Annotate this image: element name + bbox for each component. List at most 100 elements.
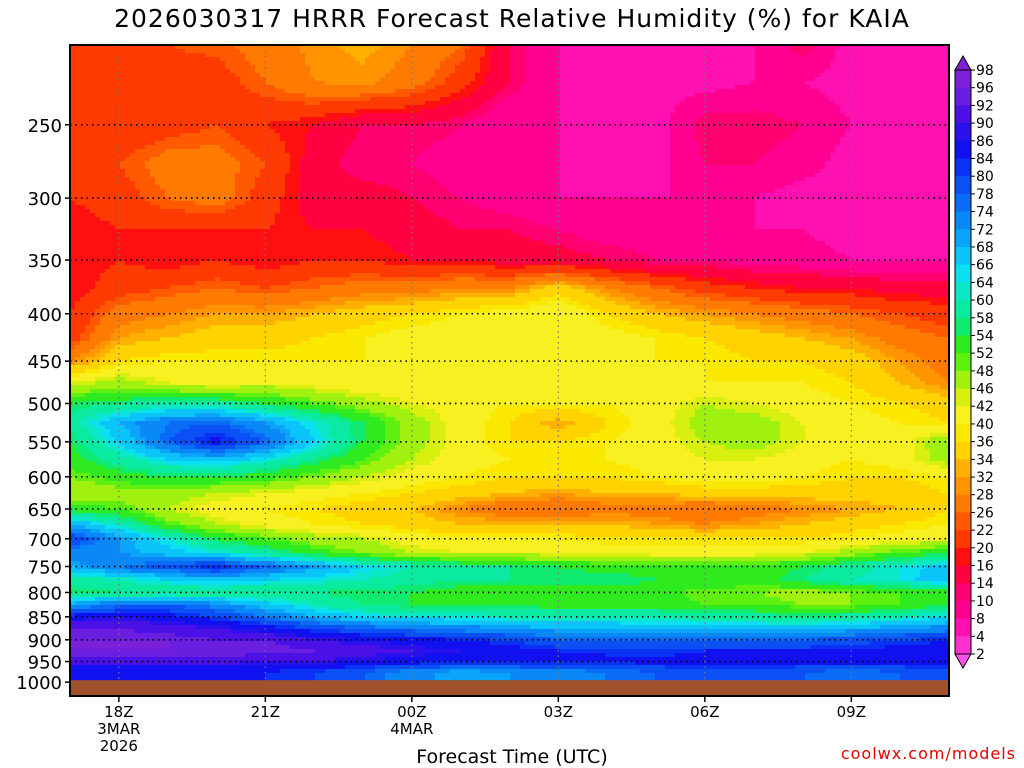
rh-cell	[125, 133, 131, 138]
rh-cell	[525, 145, 531, 150]
rh-cell	[240, 65, 246, 70]
rh-cell	[695, 57, 701, 62]
rh-cell	[315, 93, 321, 98]
rh-cell	[255, 149, 261, 154]
rh-cell	[655, 69, 661, 74]
rh-cell	[915, 105, 921, 110]
rh-cell	[560, 73, 566, 78]
rh-cell	[115, 81, 121, 86]
rh-cell	[650, 81, 656, 86]
rh-cell	[175, 85, 181, 90]
rh-cell	[320, 49, 326, 54]
rh-cell	[520, 129, 526, 134]
rh-cell	[285, 65, 291, 70]
rh-cell	[565, 81, 571, 86]
rh-cell	[880, 133, 886, 138]
rh-cell	[775, 85, 781, 90]
rh-cell	[85, 77, 91, 82]
rh-cell	[490, 129, 496, 134]
rh-cell	[400, 157, 406, 162]
rh-cell	[820, 153, 826, 158]
rh-cell	[310, 157, 316, 162]
rh-cell	[870, 105, 876, 110]
rh-cell	[150, 93, 156, 98]
rh-cell	[390, 81, 396, 86]
rh-cell	[895, 141, 901, 146]
rh-cell	[755, 133, 761, 138]
rh-cell	[835, 77, 841, 82]
rh-cell	[900, 89, 906, 94]
rh-cell	[510, 53, 516, 58]
rh-cell	[100, 57, 106, 62]
rh-cell	[390, 149, 396, 154]
rh-cell	[440, 153, 446, 158]
rh-cell	[175, 49, 181, 54]
rh-cell	[815, 149, 821, 154]
rh-cell	[560, 113, 566, 118]
rh-cell	[380, 105, 386, 110]
rh-cell	[735, 149, 741, 154]
rh-cell	[535, 125, 541, 130]
rh-cell	[910, 145, 916, 150]
rh-cell	[555, 145, 561, 150]
rh-cell	[595, 49, 601, 54]
rh-cell	[275, 117, 281, 122]
rh-cell	[595, 89, 601, 94]
rh-cell	[515, 73, 521, 78]
rh-cell	[285, 145, 291, 150]
rh-cell	[315, 53, 321, 58]
rh-cell	[370, 69, 376, 74]
rh-cell	[570, 101, 576, 106]
rh-cell	[490, 77, 496, 82]
rh-cell	[760, 133, 766, 138]
rh-cell	[835, 85, 841, 90]
rh-cell	[690, 93, 696, 98]
rh-cell	[725, 73, 731, 78]
rh-cell	[540, 117, 546, 122]
rh-cell	[740, 125, 746, 130]
rh-cell	[485, 53, 491, 58]
rh-cell	[520, 125, 526, 130]
rh-cell	[550, 129, 556, 134]
rh-cell	[750, 85, 756, 90]
rh-cell	[160, 49, 166, 54]
rh-cell	[110, 117, 116, 122]
rh-cell	[515, 125, 521, 130]
rh-cell	[125, 157, 131, 162]
rh-cell	[900, 57, 906, 62]
rh-cell	[540, 69, 546, 74]
rh-cell	[230, 149, 236, 154]
rh-cell	[250, 61, 256, 66]
rh-cell	[915, 61, 921, 66]
rh-cell	[610, 85, 616, 90]
rh-cell	[340, 101, 346, 106]
rh-cell	[780, 61, 786, 66]
rh-cell	[370, 49, 376, 54]
rh-cell	[675, 141, 681, 146]
rh-cell	[575, 93, 581, 98]
rh-cell	[885, 97, 891, 102]
rh-cell	[890, 89, 896, 94]
rh-cell	[840, 81, 846, 86]
rh-cell	[80, 49, 86, 54]
rh-cell	[760, 137, 766, 142]
rh-cell	[590, 77, 596, 82]
rh-cell	[270, 101, 276, 106]
rh-cell	[930, 101, 936, 106]
rh-cell	[115, 149, 121, 154]
rh-cell	[375, 149, 381, 154]
rh-cell	[560, 137, 566, 142]
rh-cell	[725, 141, 731, 146]
rh-cell	[290, 77, 296, 82]
rh-cell	[215, 101, 221, 106]
rh-cell	[580, 53, 586, 58]
rh-cell	[430, 81, 436, 86]
rh-cell	[125, 97, 131, 102]
rh-cell	[450, 153, 456, 158]
rh-cell	[630, 113, 636, 118]
rh-cell	[900, 113, 906, 118]
rh-cell	[840, 89, 846, 94]
rh-cell	[815, 153, 821, 158]
rh-cell	[305, 157, 311, 162]
rh-cell	[780, 145, 786, 150]
